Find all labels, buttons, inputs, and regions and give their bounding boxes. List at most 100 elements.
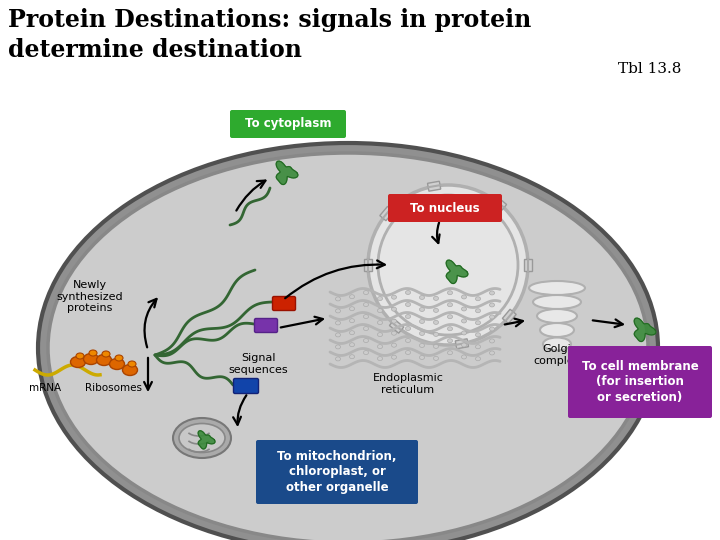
- Ellipse shape: [76, 353, 84, 359]
- Ellipse shape: [392, 295, 397, 299]
- Ellipse shape: [462, 331, 467, 335]
- Ellipse shape: [420, 307, 425, 312]
- Ellipse shape: [48, 153, 648, 540]
- Ellipse shape: [543, 338, 571, 350]
- FancyBboxPatch shape: [568, 346, 712, 418]
- Text: Golgi
complex: Golgi complex: [534, 344, 580, 366]
- Text: To cell membrane
(for insertion
or secretion): To cell membrane (for insertion or secre…: [582, 361, 698, 403]
- Ellipse shape: [96, 354, 112, 366]
- Text: mRNA: mRNA: [29, 383, 61, 393]
- Ellipse shape: [89, 350, 97, 356]
- Polygon shape: [492, 197, 507, 211]
- Ellipse shape: [433, 356, 438, 360]
- Ellipse shape: [462, 295, 467, 299]
- Text: Tbl 13.8: Tbl 13.8: [618, 62, 681, 76]
- Ellipse shape: [364, 302, 369, 307]
- Text: Protein Destinations: signals in protein: Protein Destinations: signals in protein: [8, 8, 531, 32]
- Ellipse shape: [349, 343, 354, 347]
- Ellipse shape: [377, 321, 382, 325]
- Ellipse shape: [392, 355, 397, 359]
- Polygon shape: [503, 309, 516, 323]
- Ellipse shape: [475, 321, 480, 325]
- Ellipse shape: [420, 355, 425, 360]
- Ellipse shape: [364, 315, 369, 319]
- Ellipse shape: [475, 345, 480, 349]
- Ellipse shape: [433, 333, 438, 336]
- Ellipse shape: [377, 296, 382, 301]
- Ellipse shape: [433, 345, 438, 348]
- Ellipse shape: [448, 327, 452, 330]
- Ellipse shape: [537, 309, 577, 323]
- Ellipse shape: [173, 418, 231, 458]
- Polygon shape: [428, 181, 441, 191]
- Text: Newly
synthesized
proteins: Newly synthesized proteins: [57, 280, 123, 313]
- Ellipse shape: [420, 332, 425, 335]
- Text: Endoplasmic
reticulum: Endoplasmic reticulum: [372, 373, 444, 395]
- Ellipse shape: [336, 345, 341, 349]
- Ellipse shape: [377, 333, 382, 336]
- Ellipse shape: [336, 333, 341, 337]
- Ellipse shape: [405, 291, 410, 294]
- Polygon shape: [390, 319, 404, 333]
- Ellipse shape: [448, 291, 452, 295]
- Ellipse shape: [475, 309, 480, 313]
- Polygon shape: [446, 260, 468, 284]
- Ellipse shape: [420, 343, 425, 347]
- FancyBboxPatch shape: [388, 194, 502, 222]
- Ellipse shape: [490, 303, 495, 307]
- Polygon shape: [379, 206, 394, 221]
- Ellipse shape: [377, 345, 382, 349]
- Ellipse shape: [475, 297, 480, 301]
- Ellipse shape: [475, 333, 480, 337]
- Ellipse shape: [364, 339, 369, 342]
- Polygon shape: [524, 259, 532, 271]
- Ellipse shape: [392, 307, 397, 311]
- Ellipse shape: [405, 350, 410, 354]
- Ellipse shape: [490, 327, 495, 331]
- Ellipse shape: [433, 308, 438, 312]
- FancyBboxPatch shape: [272, 296, 295, 310]
- Ellipse shape: [109, 359, 125, 369]
- Ellipse shape: [349, 330, 354, 335]
- Ellipse shape: [405, 327, 410, 330]
- Text: Ribosomes: Ribosomes: [84, 383, 142, 393]
- Ellipse shape: [405, 339, 410, 342]
- FancyBboxPatch shape: [254, 319, 277, 333]
- Polygon shape: [276, 161, 298, 185]
- Polygon shape: [198, 431, 215, 449]
- Ellipse shape: [405, 302, 410, 307]
- Ellipse shape: [462, 319, 467, 323]
- Ellipse shape: [490, 339, 495, 343]
- Ellipse shape: [122, 364, 138, 375]
- Text: To cytoplasm: To cytoplasm: [245, 118, 331, 131]
- Ellipse shape: [336, 297, 341, 301]
- Ellipse shape: [38, 143, 658, 540]
- Ellipse shape: [448, 315, 452, 319]
- Ellipse shape: [368, 185, 528, 345]
- Ellipse shape: [336, 321, 341, 325]
- Ellipse shape: [84, 354, 99, 364]
- Ellipse shape: [462, 307, 467, 311]
- Ellipse shape: [462, 343, 467, 347]
- Ellipse shape: [71, 356, 86, 368]
- Ellipse shape: [102, 351, 110, 357]
- Ellipse shape: [490, 351, 495, 355]
- Ellipse shape: [349, 355, 354, 359]
- Ellipse shape: [128, 361, 136, 367]
- Ellipse shape: [377, 308, 382, 313]
- FancyBboxPatch shape: [256, 440, 418, 504]
- Ellipse shape: [336, 357, 341, 361]
- Ellipse shape: [533, 295, 581, 309]
- Ellipse shape: [475, 357, 480, 361]
- Ellipse shape: [349, 307, 354, 310]
- Text: To nucleus: To nucleus: [410, 201, 480, 214]
- Ellipse shape: [392, 319, 397, 323]
- Ellipse shape: [540, 323, 574, 337]
- Ellipse shape: [448, 350, 452, 355]
- Ellipse shape: [433, 296, 438, 300]
- Ellipse shape: [364, 327, 369, 330]
- Ellipse shape: [364, 291, 369, 294]
- Polygon shape: [455, 339, 469, 349]
- Ellipse shape: [490, 291, 495, 295]
- FancyBboxPatch shape: [230, 110, 346, 138]
